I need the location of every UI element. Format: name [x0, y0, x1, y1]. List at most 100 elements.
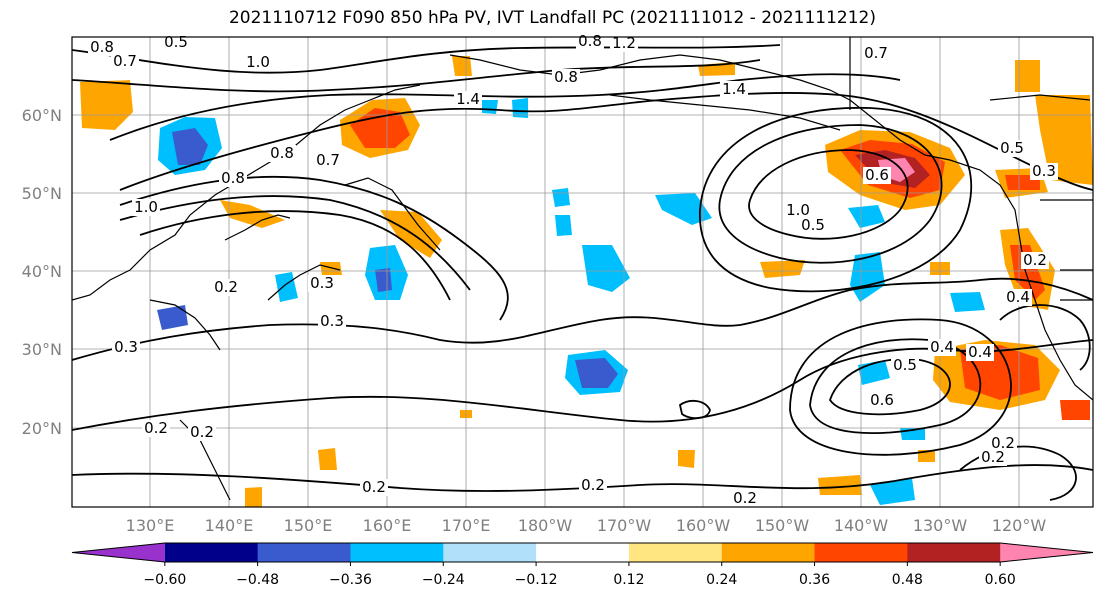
- contour-label-bg: [142, 420, 170, 437]
- colorbar-segment: [257, 543, 351, 562]
- contour-label: 0.3: [1032, 162, 1056, 180]
- contour-label: 0.7: [864, 44, 888, 62]
- pv-negative-region: [512, 98, 528, 118]
- colorbar-segment: [536, 543, 630, 562]
- lon-tick-label: 150°E: [284, 516, 333, 535]
- colorbar-segment: [907, 543, 1001, 562]
- lon-tick-label: 170°W: [597, 516, 652, 535]
- pv-negative-region: [375, 268, 392, 292]
- contour-label: 0.8: [578, 32, 602, 50]
- colorbar-segment: [72, 543, 165, 562]
- contour-label-bg: [1021, 252, 1049, 269]
- colorbar-tick-label: 0.12: [613, 572, 644, 588]
- pv-negative-region: [555, 215, 572, 236]
- graticule: [72, 37, 1093, 507]
- colorbar-tick-label: 0.36: [799, 572, 830, 588]
- contour-label-bg: [868, 392, 896, 409]
- contour-label: 1.4: [456, 90, 480, 108]
- longitude-labels: 130°E 140°E 150°E 160°E 170°E 180°W 170°W 160°W…: [126, 516, 1047, 535]
- lon-tick-label: 130°W: [913, 516, 968, 535]
- contour-label-bg: [88, 39, 116, 56]
- contour-label-bg: [244, 54, 272, 71]
- colorbar: −0.60 −0.48 −0.36 −0.24 −0.12 0.12 0.24 0.36 0.4…: [71, 542, 1094, 588]
- pv-negative-region: [655, 193, 712, 225]
- colorbar-tick-label: −0.48: [236, 572, 279, 588]
- colorbar-segment: [443, 543, 537, 562]
- contour-label-bg: [579, 477, 607, 494]
- contour-label: 0.5: [893, 356, 917, 374]
- contour-label: 0.2: [1023, 251, 1047, 269]
- contour-label: 1.0: [246, 53, 270, 71]
- contour-label-bg: [268, 145, 296, 162]
- contour-label: 0.5: [1000, 139, 1024, 157]
- pv-negative-region: [582, 245, 630, 292]
- contour-label: 0.4: [930, 338, 954, 356]
- contour-label-bg: [111, 53, 139, 70]
- colorbar-tick-label: 0.48: [892, 572, 923, 588]
- lat-tick-label: 40°N: [22, 262, 62, 281]
- contour-label: 0.8: [554, 68, 578, 86]
- contour-label: 0.5: [801, 216, 825, 234]
- lon-tick-label: 150°W: [755, 516, 810, 535]
- pv-negative-region: [950, 292, 985, 312]
- contour-label: 0.2: [981, 448, 1005, 466]
- colorbar-segment: [721, 543, 816, 562]
- contour-label-bg: [1004, 289, 1032, 306]
- contour-label-bg: [360, 479, 388, 496]
- contour-label: 0.6: [870, 391, 894, 409]
- contour-label-bg: [552, 69, 580, 86]
- contour-label: 0.2: [190, 423, 214, 441]
- contour-label-bg: [610, 35, 638, 52]
- lat-tick-label: 20°N: [22, 419, 62, 438]
- colorbar-segment: [628, 543, 723, 562]
- lon-tick-label: 140°W: [834, 516, 889, 535]
- lon-tick-label: 160°E: [363, 516, 412, 535]
- lon-tick-label: 120°W: [992, 516, 1047, 535]
- pv-positive-region: [818, 475, 862, 495]
- pv-positive-region: [80, 80, 133, 130]
- contour-label: 0.8: [221, 169, 245, 187]
- pv-negative-region: [172, 128, 208, 165]
- contour-label-bg: [1030, 163, 1058, 180]
- colorbar-tick-label: 0.24: [706, 572, 737, 588]
- pv-negative-region: [552, 188, 570, 207]
- lat-tick-label: 60°N: [22, 106, 62, 125]
- contour-labels: 0.80.70.51.00.8 1.20.81.41.40.71.00.80.81…: [88, 32, 1058, 507]
- contour-label: 0.2: [144, 419, 168, 437]
- pv-positive-region: [1060, 400, 1090, 420]
- contour-label: 0.2: [991, 434, 1015, 452]
- contour-label-bg: [891, 357, 919, 374]
- contour-label: 0.7: [113, 52, 137, 70]
- ivt-contours: [72, 44, 1093, 501]
- contour-label-bg: [966, 344, 994, 361]
- pv-positive-region: [760, 260, 805, 278]
- pv-positive-region: [220, 200, 285, 228]
- contour-label: 0.5: [164, 33, 188, 51]
- colorbar-tick-label: −0.36: [329, 572, 372, 588]
- contour-label-bg: [314, 152, 342, 169]
- contour-label-bg: [132, 199, 160, 216]
- pv-positive-region: [380, 210, 442, 258]
- contour-label-bg: [784, 202, 812, 219]
- contour-label: 0.7: [316, 151, 340, 169]
- contour-label: 1.0: [786, 201, 810, 219]
- coastlines: [72, 37, 1093, 501]
- pv-positive-region: [320, 262, 342, 275]
- colorbar-tick-label: −0.60: [143, 572, 186, 588]
- lat-tick-label: 30°N: [22, 340, 62, 359]
- contour-label: 0.4: [1006, 288, 1030, 306]
- lon-tick-label: 170°E: [442, 516, 491, 535]
- contour-label: 0.2: [362, 478, 386, 496]
- pv-positive-region: [350, 108, 410, 148]
- lon-tick-label: 180°W: [518, 516, 573, 535]
- map-frame: [71, 36, 1094, 508]
- contour-label: 0.2: [214, 278, 238, 296]
- contour-label-bg: [720, 81, 748, 98]
- contour-label: 0.4: [968, 343, 992, 361]
- lon-tick-label: 130°E: [126, 516, 175, 535]
- contour-label-bg: [219, 170, 247, 187]
- contour-label: 0.6: [865, 166, 889, 184]
- pv-negative-region: [482, 100, 498, 114]
- colorbar-tick-label: 0.60: [985, 572, 1016, 588]
